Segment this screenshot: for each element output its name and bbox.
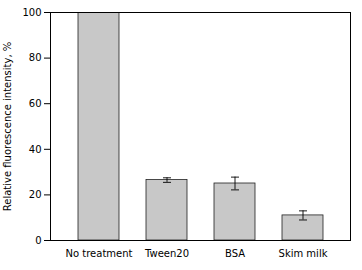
svg-text:80: 80 [29,52,42,63]
svg-text:Skim milk: Skim milk [279,248,328,259]
svg-text:0: 0 [35,235,41,246]
svg-text:BSA: BSA [225,248,245,259]
svg-text:Tween20: Tween20 [144,248,189,259]
svg-text:20: 20 [29,189,42,200]
svg-text:Relative fluorescence intensit: Relative fluorescence intensity, % [2,42,13,212]
svg-text:40: 40 [29,144,42,155]
svg-text:No treatment: No treatment [66,248,133,259]
svg-text:100: 100 [22,7,41,18]
svg-text:60: 60 [29,98,42,109]
